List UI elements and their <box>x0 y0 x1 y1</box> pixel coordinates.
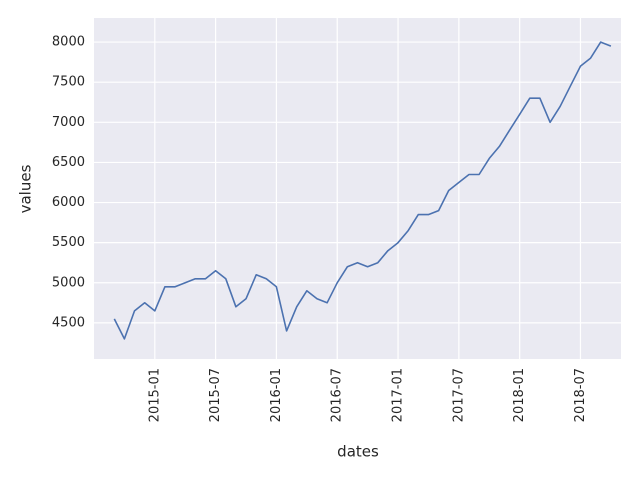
y-tick-label: 7000 <box>52 115 85 130</box>
x-tick-label: 2018-07 <box>573 368 588 422</box>
y-tick-label: 8000 <box>52 35 85 50</box>
y-tick-label: 5500 <box>52 235 85 250</box>
y-tick-label: 6500 <box>52 155 85 170</box>
y-tick-label: 4500 <box>52 315 85 330</box>
line <box>113 41 612 340</box>
x-tick-label: 2016-01 <box>269 368 284 422</box>
x-tick-label: 2018-01 <box>512 368 527 422</box>
x-tick-label: 2017-07 <box>451 368 466 422</box>
x-tick-label: 2015-01 <box>147 368 162 422</box>
y-axis-label: values <box>17 164 35 213</box>
y-tick-label: 5000 <box>52 275 85 290</box>
x-tick-label: 2016-07 <box>330 368 345 422</box>
y-tick-label: 7500 <box>52 75 85 90</box>
x-tick-label: 2015-07 <box>208 368 223 422</box>
plot-area <box>94 18 621 359</box>
x-axis-label: dates <box>337 443 379 461</box>
x-tick-label: 2017-01 <box>391 368 406 422</box>
y-tick-label: 6000 <box>52 195 85 210</box>
